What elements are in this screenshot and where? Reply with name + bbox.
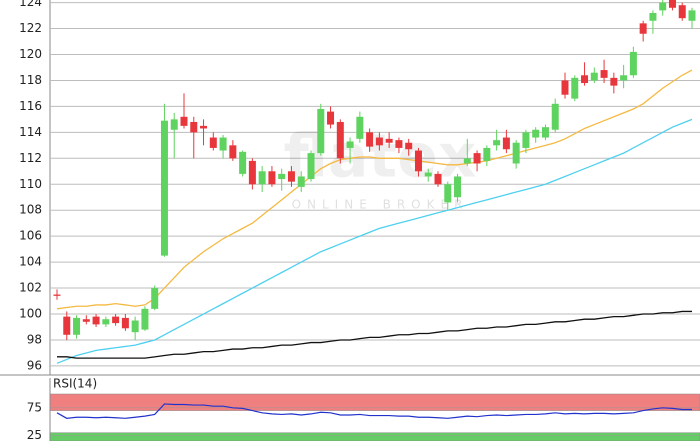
candle-body bbox=[121, 317, 129, 329]
candle-body bbox=[590, 72, 598, 81]
candle-body bbox=[629, 51, 637, 76]
y-tick-label: 116 bbox=[19, 99, 42, 113]
candle-body bbox=[649, 12, 657, 21]
candle-body bbox=[678, 5, 686, 19]
y-tick-label: 25 bbox=[27, 428, 42, 441]
moving-average bbox=[56, 69, 693, 310]
candle-body bbox=[229, 145, 237, 159]
candle-body bbox=[473, 153, 481, 164]
candle-body bbox=[278, 173, 286, 180]
rsi-line bbox=[56, 403, 692, 419]
candle-body bbox=[512, 142, 520, 164]
candle-body bbox=[92, 316, 100, 325]
candle-body bbox=[541, 127, 549, 138]
candle-body bbox=[170, 119, 178, 130]
candle-body bbox=[346, 141, 354, 148]
candle-body bbox=[366, 132, 374, 147]
y-tick-label: 104 bbox=[19, 255, 42, 269]
y-tick-label: 118 bbox=[19, 73, 42, 87]
candle-body bbox=[375, 137, 383, 146]
candle-body bbox=[53, 294, 61, 296]
candle-body bbox=[639, 23, 647, 34]
candle-body bbox=[405, 142, 413, 150]
candle-body bbox=[493, 140, 501, 146]
y-tick-label: 102 bbox=[19, 281, 42, 295]
y-tick-label: 108 bbox=[19, 203, 42, 217]
candle-body bbox=[395, 140, 403, 148]
candle-body bbox=[463, 158, 471, 164]
candle-body bbox=[424, 172, 432, 177]
candle-body bbox=[102, 319, 110, 325]
candle-body bbox=[239, 151, 247, 174]
y-tick-label: 124 bbox=[19, 0, 42, 9]
candle-body bbox=[454, 176, 462, 198]
candle-body bbox=[268, 171, 276, 185]
band bbox=[49, 393, 700, 411]
watermark: flatex bbox=[283, 122, 476, 192]
candle-body bbox=[610, 77, 618, 86]
candle-body bbox=[532, 129, 540, 138]
watermark-sub: ONLINE BROKER bbox=[292, 198, 469, 212]
candle-body bbox=[307, 153, 315, 180]
y-tick-label: 75 bbox=[27, 400, 42, 414]
candle-body bbox=[131, 320, 139, 333]
candle-body bbox=[258, 171, 266, 185]
candle-body bbox=[200, 125, 208, 129]
y-tick-label: 96 bbox=[27, 358, 42, 372]
y-tick-label: 110 bbox=[19, 177, 42, 191]
candle-body bbox=[219, 137, 227, 151]
y-tick-label: 98 bbox=[27, 332, 42, 346]
candle-body bbox=[356, 116, 364, 139]
candle-body bbox=[73, 317, 81, 335]
candle-body bbox=[317, 108, 325, 154]
candle-body bbox=[620, 75, 628, 81]
candle-body bbox=[571, 77, 579, 99]
candle-body bbox=[151, 288, 159, 309]
candle-body bbox=[63, 316, 71, 335]
y-tick-label: 114 bbox=[19, 125, 42, 139]
candle-body bbox=[414, 150, 422, 172]
candle-body bbox=[297, 176, 305, 187]
moving-average bbox=[56, 118, 693, 364]
candle-body bbox=[112, 316, 120, 324]
candle-body bbox=[522, 132, 530, 148]
candle-body bbox=[444, 184, 452, 203]
candle-body bbox=[327, 111, 335, 125]
candle-body bbox=[600, 70, 608, 78]
candle-body bbox=[581, 75, 589, 84]
band bbox=[49, 432, 700, 441]
candle-body bbox=[385, 138, 393, 143]
candle-body bbox=[659, 2, 667, 11]
y-tick-label: 100 bbox=[19, 307, 42, 321]
panel-title: RSI(14) bbox=[53, 377, 97, 391]
candle-body bbox=[209, 137, 217, 148]
y-tick-label: 106 bbox=[19, 229, 42, 243]
candle-body bbox=[190, 121, 198, 133]
y-tick-label: 122 bbox=[19, 21, 42, 35]
candle-body bbox=[561, 80, 569, 95]
candle-body bbox=[141, 308, 149, 330]
y-tick-label: 112 bbox=[19, 151, 42, 165]
candle-body bbox=[668, 0, 676, 8]
candle-body bbox=[502, 137, 510, 150]
moving-average bbox=[57, 310, 692, 359]
candle-body bbox=[160, 120, 168, 256]
candle-body bbox=[434, 173, 442, 185]
candle-body bbox=[287, 171, 295, 182]
candle-body bbox=[248, 160, 256, 185]
y-tick-label: 120 bbox=[19, 47, 42, 61]
candle-body bbox=[688, 10, 696, 21]
candle-body bbox=[483, 147, 491, 161]
candle-body bbox=[180, 116, 188, 126]
candle-body bbox=[336, 121, 344, 159]
candle-body bbox=[551, 103, 559, 130]
candle-body bbox=[82, 319, 90, 322]
